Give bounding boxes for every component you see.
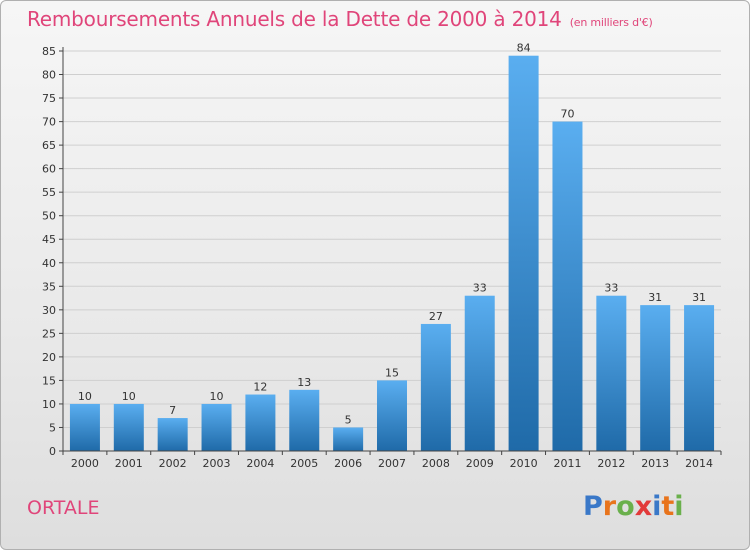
bar — [333, 427, 364, 451]
y-tick-label: 25 — [42, 327, 56, 340]
logo-letter: r — [602, 491, 617, 522]
bar-value-label: 13 — [297, 376, 311, 389]
bar — [596, 295, 627, 451]
x-tick-label: 2006 — [334, 457, 362, 470]
bar — [508, 55, 539, 452]
y-tick-label: 55 — [42, 186, 56, 199]
bar — [245, 394, 276, 451]
axes — [62, 47, 721, 452]
bar-value-label: 31 — [648, 291, 662, 304]
y-tick-label: 10 — [42, 398, 56, 411]
bar-value-label: 12 — [253, 381, 267, 394]
bar — [289, 389, 320, 451]
bar-value-label: 5 — [345, 413, 352, 426]
bar-value-label: 31 — [692, 291, 706, 304]
bar — [69, 403, 100, 451]
bars — [69, 55, 715, 452]
bar-value-label: 27 — [429, 310, 443, 323]
bar-value-label: 84 — [517, 42, 531, 55]
chart-title: Remboursements Annuels de la Dette de 20… — [27, 7, 653, 31]
x-tick-label: 2008 — [422, 457, 450, 470]
bar-value-label: 10 — [78, 390, 92, 403]
x-tick-label: 2002 — [159, 457, 187, 470]
y-tick-label: 40 — [42, 257, 56, 270]
y-tick-label: 70 — [42, 116, 56, 129]
chart-subtitle: (en milliers d'€) — [569, 16, 653, 29]
logo-letter: x — [634, 491, 653, 522]
bar-value-label: 33 — [604, 282, 618, 295]
x-tick-label: 2013 — [641, 457, 669, 470]
logo-letter: o — [616, 491, 635, 522]
y-tick-label: 30 — [42, 304, 56, 317]
x-tick-label: 2004 — [246, 457, 274, 470]
x-tick-label: 2007 — [378, 457, 406, 470]
x-tick-label: 2012 — [597, 457, 625, 470]
bar-value-label: 33 — [473, 282, 487, 295]
bar — [201, 403, 232, 451]
bar — [684, 305, 715, 451]
y-tick-label: 80 — [42, 69, 56, 82]
y-tick-label: 60 — [42, 163, 56, 176]
bar — [113, 403, 144, 451]
x-tick-label: 2011 — [553, 457, 581, 470]
logo-letter: i — [652, 491, 662, 522]
y-tick-label: 50 — [42, 210, 56, 223]
x-tick-label: 2003 — [203, 457, 231, 470]
logo-letter: i — [674, 491, 684, 522]
bar — [464, 295, 495, 451]
bar-value-label: 10 — [122, 390, 136, 403]
bar-value-label: 70 — [560, 108, 574, 121]
chart-title-text: Remboursements Annuels de la Dette de 20… — [27, 7, 562, 31]
y-tick-label: 5 — [49, 421, 56, 434]
logo-letter: P — [583, 491, 603, 522]
y-tick-label: 75 — [42, 92, 56, 105]
y-tick-label: 35 — [42, 280, 56, 293]
bar — [552, 121, 583, 452]
bar-value-label: 10 — [210, 390, 224, 403]
x-tick-label: 2014 — [685, 457, 713, 470]
y-tick-label: 85 — [42, 45, 56, 58]
x-axis-ticks: 2000 2001 2002 2003 2004 2005 2006 2007 2008 2009… — [62, 451, 722, 470]
bar-value-labels: 10 10 7 10 12 13 5 15 27 33 84 70 33 31 31 — [78, 42, 706, 427]
y-axis-ticks: 0 5 10 15 20 25 30 35 40 45 50 55 60 65 70 75 80 85 — [42, 45, 63, 458]
x-tick-label: 2010 — [510, 457, 538, 470]
bar-value-label: 7 — [169, 404, 176, 417]
x-tick-label: 2000 — [71, 457, 99, 470]
y-tick-label: 15 — [42, 374, 56, 387]
proxiti-logo: Proxiti — [583, 491, 684, 522]
y-tick-label: 20 — [42, 351, 56, 364]
x-tick-label: 2001 — [115, 457, 143, 470]
logo-letter: t — [661, 491, 675, 522]
bar — [640, 305, 671, 451]
y-tick-label: 45 — [42, 233, 56, 246]
x-tick-label: 2009 — [466, 457, 494, 470]
x-tick-label: 2005 — [290, 457, 318, 470]
y-tick-label: 0 — [49, 445, 56, 458]
y-tick-label: 65 — [42, 139, 56, 152]
bar — [420, 323, 451, 451]
town-name: ORTALE — [27, 497, 100, 519]
bar — [157, 418, 188, 451]
bar-value-label: 15 — [385, 366, 399, 379]
bar — [377, 380, 407, 451]
